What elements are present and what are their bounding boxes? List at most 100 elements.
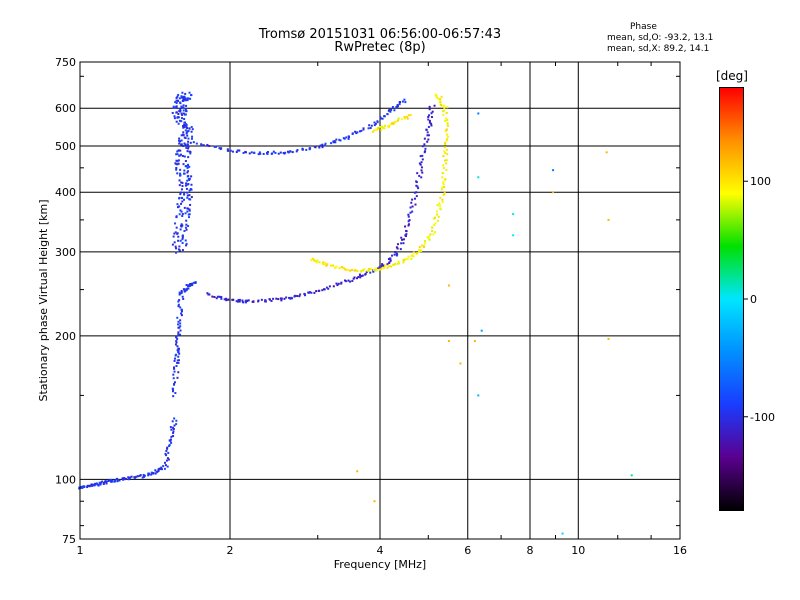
data-point [445, 133, 448, 136]
data-point [397, 117, 400, 120]
data-point [406, 117, 409, 120]
data-point [336, 284, 339, 287]
data-point [185, 126, 188, 129]
data-point [432, 233, 435, 236]
colorbar-unit-label: [deg] [716, 69, 748, 83]
data-point [418, 246, 421, 249]
data-point [421, 244, 424, 247]
data-point [406, 258, 409, 261]
chart-title: Tromsø 20151031 06:56:00-06:57:43 [258, 27, 502, 42]
data-point [177, 333, 180, 336]
data-point [427, 125, 430, 128]
data-point [395, 254, 398, 257]
data-point [445, 168, 448, 171]
data-point [179, 168, 182, 171]
data-point [180, 289, 183, 292]
data-point [176, 99, 179, 102]
data-point [419, 249, 422, 252]
data-point [369, 127, 372, 130]
data-point [351, 279, 354, 282]
data-point [415, 184, 418, 187]
colorbar-tick-label: -100 [750, 411, 775, 424]
data-point [442, 155, 445, 158]
data-point [252, 300, 255, 303]
data-point [401, 100, 404, 103]
data-point [439, 196, 442, 199]
data-point [175, 159, 178, 162]
data-point [384, 124, 387, 127]
data-point [396, 247, 399, 250]
data-point [630, 474, 633, 477]
data-point [446, 118, 449, 121]
data-point [332, 264, 335, 267]
data-point [179, 209, 182, 212]
data-point [177, 248, 180, 251]
data-point [160, 466, 163, 469]
data-point [376, 268, 379, 271]
data-point [402, 258, 405, 261]
data-point [206, 292, 209, 295]
data-point [176, 163, 179, 166]
data-point [191, 282, 194, 285]
data-point [473, 340, 476, 343]
data-point [180, 314, 183, 317]
data-point [423, 245, 426, 248]
data-point [178, 213, 181, 216]
data-point [182, 98, 185, 101]
data-point [121, 478, 124, 481]
data-point [443, 150, 446, 153]
data-point [390, 254, 393, 257]
data-point [178, 205, 181, 208]
x-tick-label: 10 [571, 544, 585, 557]
data-point [441, 176, 444, 179]
data-point [296, 295, 299, 298]
data-point [191, 284, 194, 287]
data-point [426, 140, 429, 143]
data-point [176, 203, 179, 206]
data-point [389, 257, 392, 260]
data-point [277, 298, 280, 301]
data-point [386, 266, 389, 269]
data-point [181, 234, 184, 237]
data-point [182, 172, 185, 175]
data-point [177, 122, 180, 125]
data-point [86, 486, 89, 489]
data-point [180, 223, 183, 226]
data-point [447, 284, 450, 287]
data-point [183, 118, 186, 121]
data-point [288, 296, 291, 299]
data-point [275, 297, 278, 300]
data-point [442, 113, 445, 116]
data-point [181, 125, 184, 128]
data-point [176, 206, 179, 209]
data-point [424, 240, 427, 243]
data-point [172, 235, 175, 238]
data-point [444, 119, 447, 122]
data-point [185, 146, 188, 149]
data-point [188, 177, 191, 180]
data-point [116, 480, 119, 483]
data-point [178, 119, 181, 122]
data-point [407, 220, 410, 223]
data-point [180, 210, 183, 213]
data-point [187, 156, 190, 159]
data-point [430, 124, 433, 127]
data-point [104, 480, 107, 483]
data-point [137, 475, 140, 478]
data-point [358, 273, 361, 276]
data-point [177, 149, 180, 152]
data-point [411, 210, 414, 213]
data-point [175, 101, 178, 104]
data-point [180, 105, 183, 108]
data-point [332, 285, 335, 288]
data-point [173, 366, 176, 369]
data-point [186, 194, 189, 197]
data-point [188, 208, 191, 211]
data-point [177, 303, 180, 306]
data-point [189, 188, 192, 191]
data-point [178, 184, 181, 187]
data-point [180, 310, 183, 313]
data-point [227, 149, 230, 152]
data-point [443, 193, 446, 196]
data-point [410, 201, 413, 204]
